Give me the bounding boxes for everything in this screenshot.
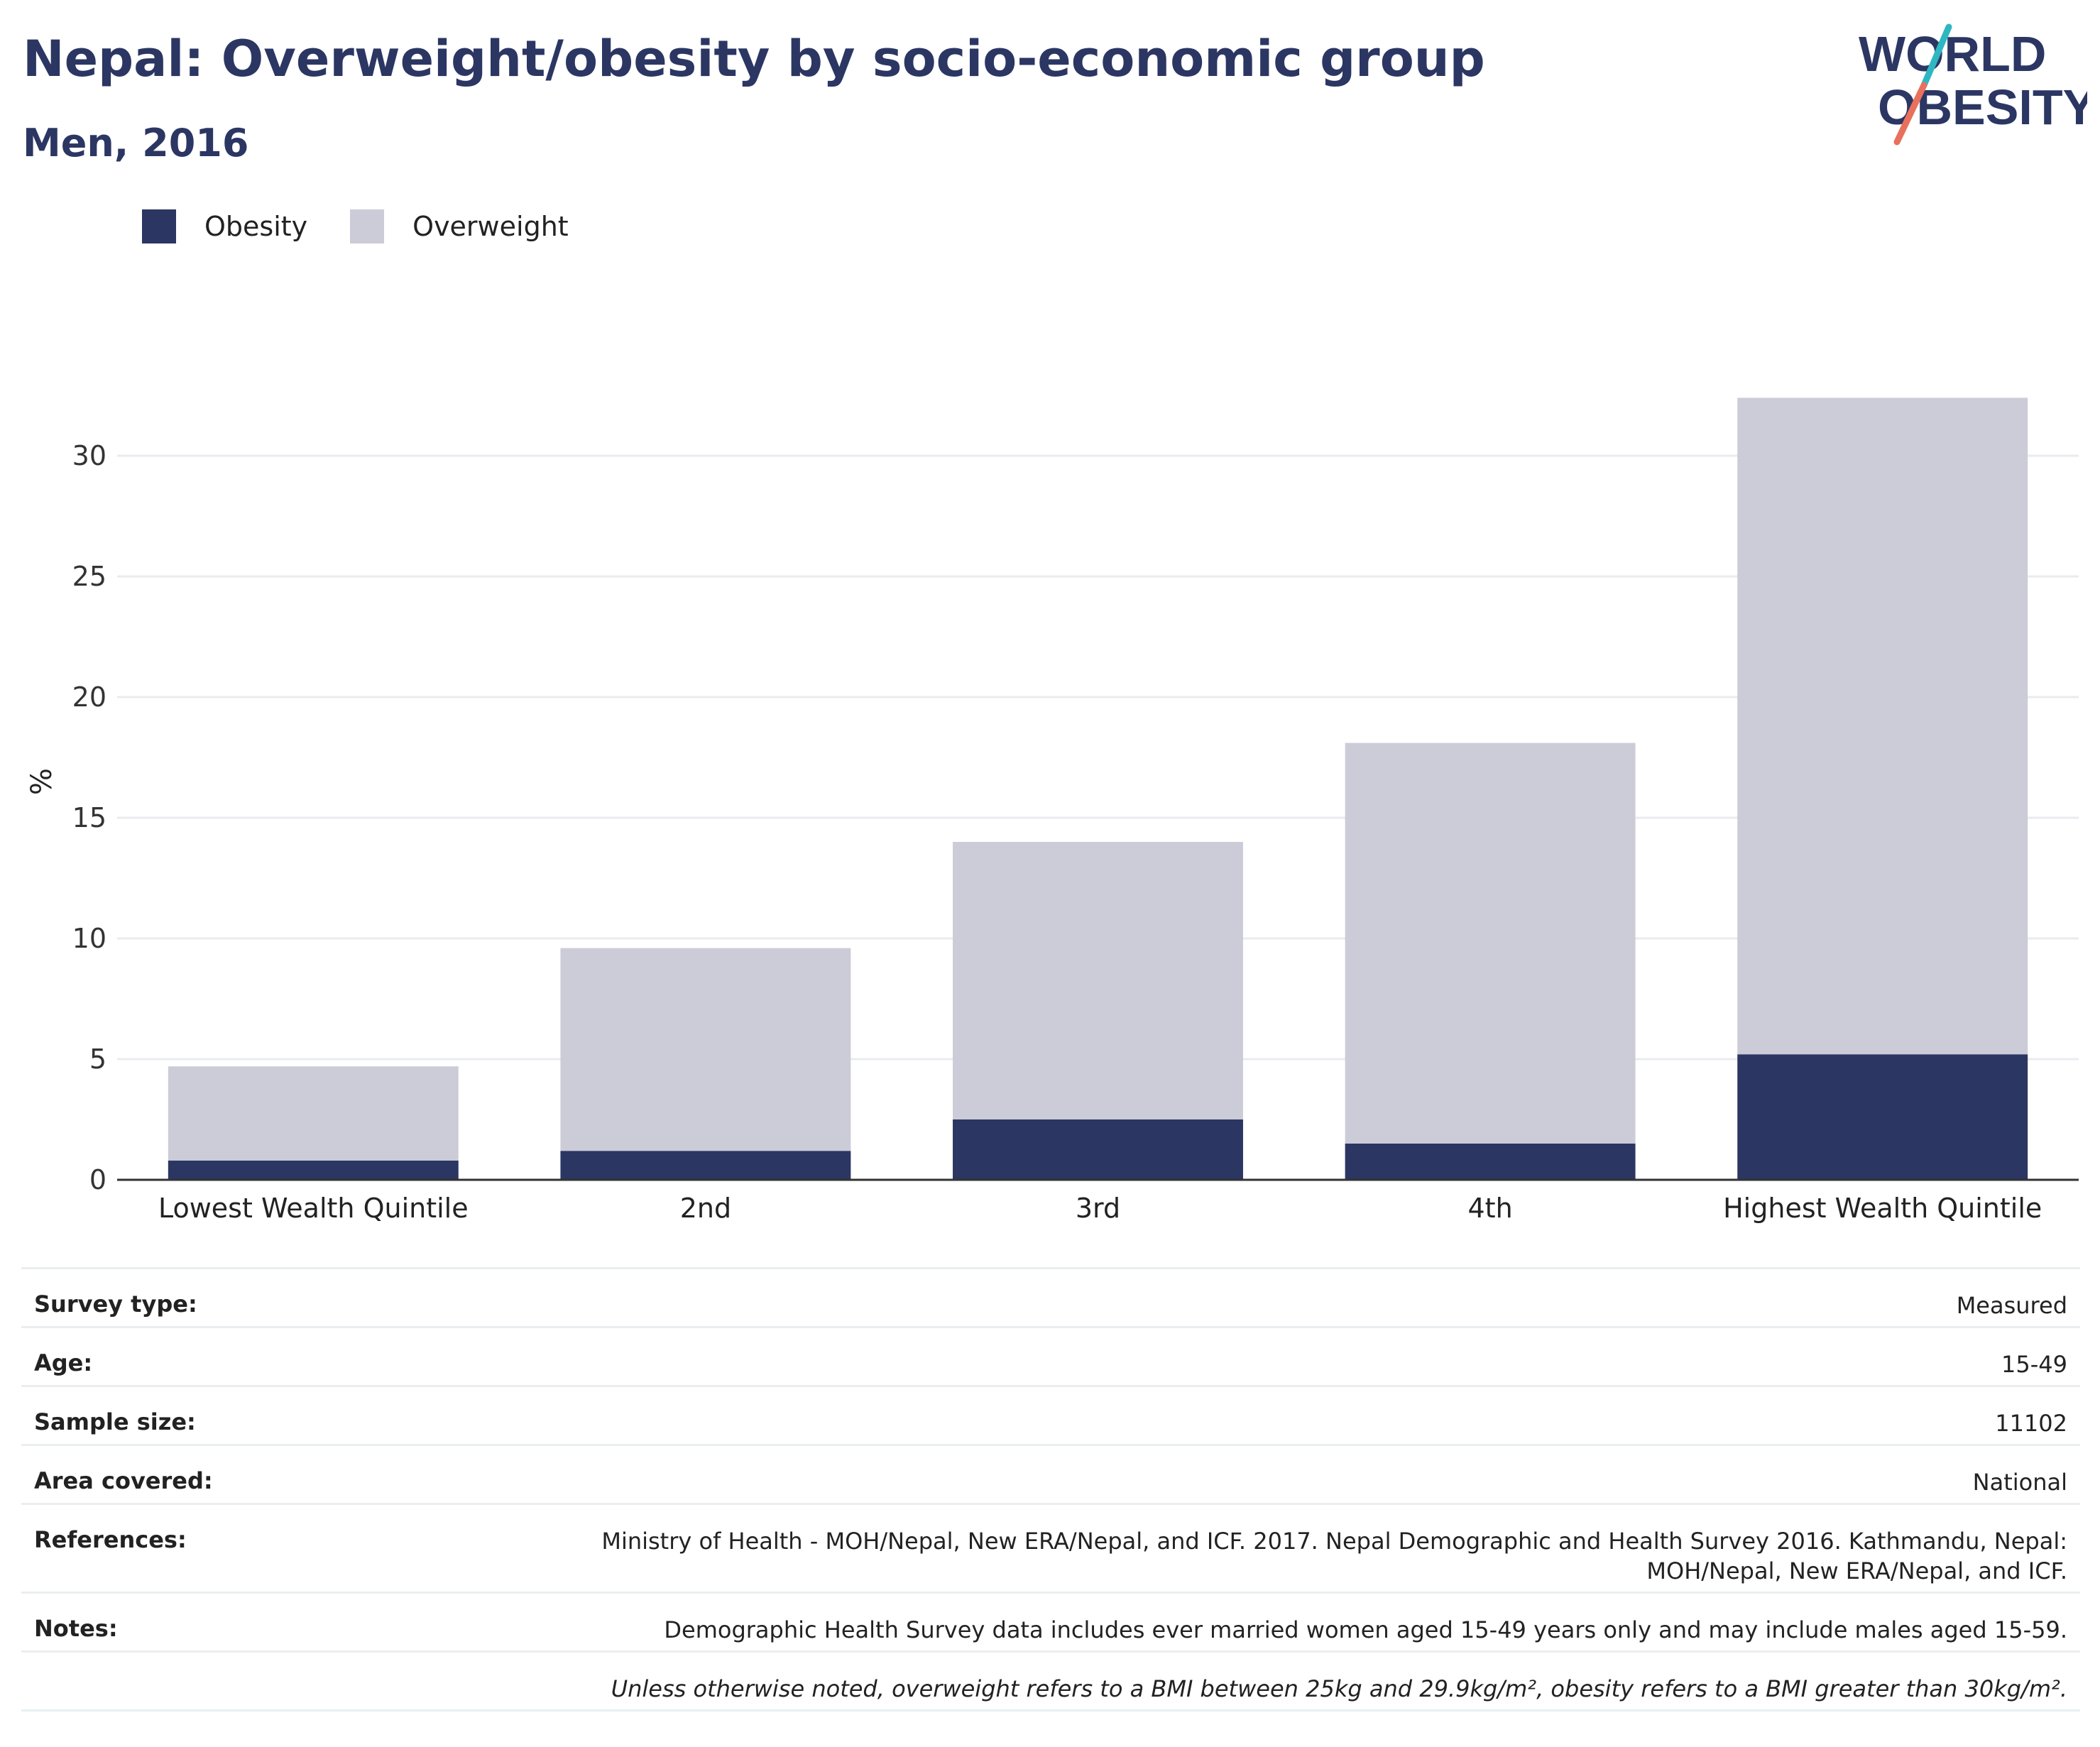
bar-overweight-2 [560,948,851,1151]
bar-obesity-1 [168,1160,459,1180]
info-row-age: Age: 15-49 [21,1326,2080,1386]
y-tick-label: 20 [72,681,106,713]
x-tick-label: Highest Wealth Quintile [1723,1193,2042,1224]
bar-overweight-4 [1345,743,1636,1144]
y-tick-label: 0 [89,1164,106,1195]
y-tick-label: 10 [72,923,106,954]
info-value: Ministry of Health - MOH/Nepal, New ERA/… [345,1503,2080,1593]
info-value: National [345,1444,2080,1504]
legend-swatch-overweight [350,209,385,243]
logo-word-world: WORLD [1859,26,2046,82]
info-row-survey-type: Survey type: Measured [21,1267,2080,1327]
bar-overweight-5 [1737,398,2028,1055]
bar-obesity-2 [560,1151,851,1180]
bar-obesity-3 [953,1119,1243,1180]
bar-overweight-1 [168,1066,459,1161]
stacked-bar-chart: 0 5 10 15 20 25 30% Lowest Wealth Quintile 2nd 3r… [26,398,2079,1224]
info-key: Survey type: [21,1267,345,1327]
info-row-references: References: Ministry of Health - MOH/Nep… [21,1503,2080,1593]
y-tick-label: 30 [72,440,106,471]
y-tick-label: 15 [72,802,106,833]
info-value: Demographic Health Survey data includes … [345,1592,2080,1652]
y-axis-label: % [26,768,58,795]
legend-swatch-obesity [142,209,176,243]
info-key: Age: [21,1326,345,1386]
info-key: References: [21,1503,345,1593]
info-row-sample-size: Sample size: 11102 [21,1385,2080,1445]
legend-label-obesity: Obesity [204,211,308,242]
info-value: Measured [345,1267,2080,1327]
chart-legend: Obesity Overweight [142,209,611,243]
bar-obesity-5 [1737,1054,2028,1180]
info-row-area-covered: Area covered: National [21,1444,2080,1504]
info-key: Notes: [21,1592,345,1652]
legend-item-overweight[interactable]: Overweight [350,209,569,243]
chart-subtitle: Men, 2016 [23,121,249,165]
legend-item-obesity[interactable]: Obesity [142,209,307,243]
bar-obesity-4 [1345,1144,1636,1180]
info-key: Sample size: [21,1385,345,1445]
bmi-footnote: Unless otherwise noted, overweight refer… [345,1650,2080,1712]
info-row-notes: Notes: Demographic Health Survey data in… [21,1592,2080,1652]
info-value: 15-49 [345,1326,2080,1386]
bar-overweight-3 [953,842,1243,1119]
survey-info-table: Survey type: Measured Age: 15-49 Sample … [21,1267,2080,1712]
chart-title: Nepal: Overweight/obesity by socio-econo… [23,30,1485,88]
x-tick-label: Lowest Wealth Quintile [158,1193,469,1224]
x-tick-label: 3rd [1076,1193,1120,1224]
references-line-2: MOH/Nepal, New ERA/Nepal, and ICF. [1646,1557,2067,1584]
legend-label-overweight: Overweight [412,211,569,242]
y-tick-label: 5 [89,1044,106,1075]
info-key-empty [21,1650,345,1712]
info-value: 11102 [345,1385,2080,1445]
references-line-1: Ministry of Health - MOH/Nepal, New ERA/… [601,1528,2067,1555]
x-tick-label: 4th [1468,1193,1513,1224]
info-row-footnote: Unless otherwise noted, overweight refer… [21,1650,2080,1712]
logo-slash-bottom [1893,82,1927,146]
logo-slash-top [1920,23,1952,89]
world-obesity-logo: WORLD OBESITY [1859,23,2087,146]
x-tick-label: 2nd [680,1193,731,1224]
y-tick-label: 25 [72,561,106,592]
info-key: Area covered: [21,1444,345,1504]
